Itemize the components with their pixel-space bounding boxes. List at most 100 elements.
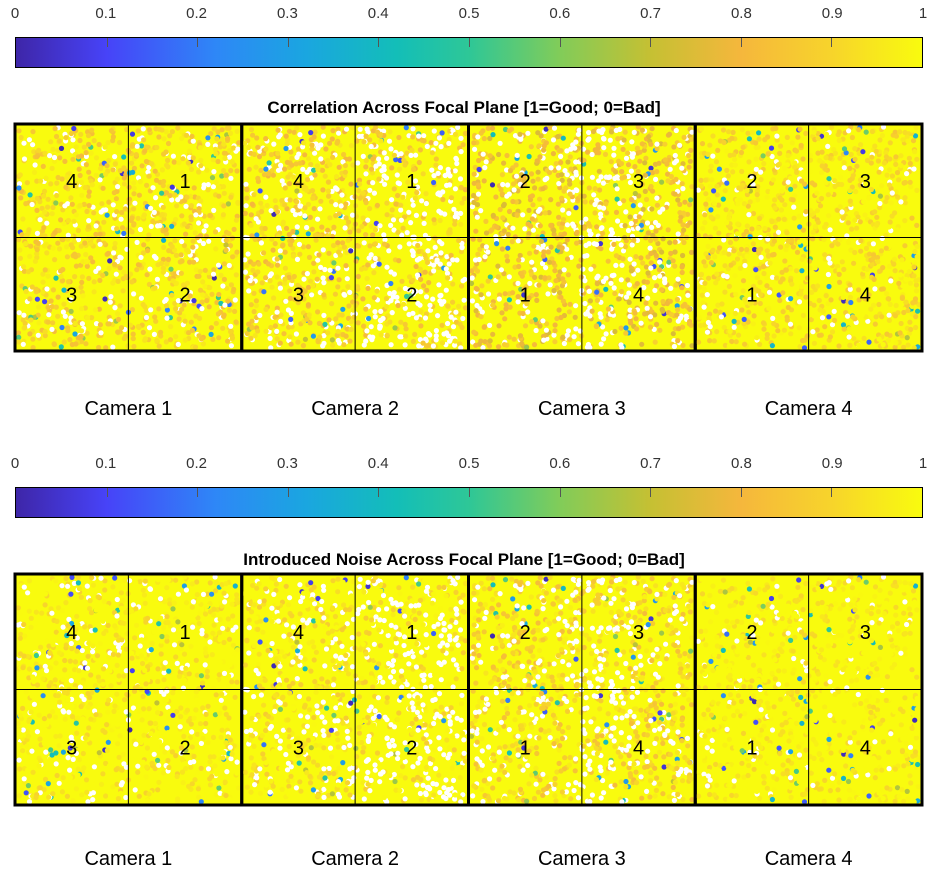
data-point xyxy=(90,784,96,790)
data-point xyxy=(439,130,445,136)
data-point xyxy=(812,182,818,188)
data-point xyxy=(286,231,292,238)
data-point xyxy=(396,258,402,264)
data-point xyxy=(531,243,537,249)
data-point xyxy=(217,144,223,150)
data-point xyxy=(643,155,649,161)
data-point xyxy=(912,296,919,302)
data-point xyxy=(731,152,737,158)
data-point xyxy=(800,227,807,233)
data-point xyxy=(61,287,67,293)
data-point xyxy=(533,249,539,255)
data-point xyxy=(780,309,786,315)
data-point xyxy=(721,250,727,256)
data-point xyxy=(231,226,237,232)
data-gap-point xyxy=(388,146,394,152)
data-point xyxy=(197,268,203,274)
data-point xyxy=(253,298,259,304)
colorbar-tick xyxy=(740,38,742,47)
data-point xyxy=(409,147,415,153)
data-point xyxy=(559,177,565,183)
data-point xyxy=(127,271,134,277)
data-point xyxy=(801,345,808,351)
data-point xyxy=(220,325,226,331)
data-point xyxy=(866,195,872,201)
data-gap-point xyxy=(450,257,456,263)
data-point xyxy=(93,607,99,613)
data-point xyxy=(778,207,785,213)
data-point xyxy=(777,150,783,156)
data-point xyxy=(139,143,145,149)
data-point xyxy=(274,256,280,262)
data-gap-point xyxy=(515,238,521,244)
data-point xyxy=(195,615,201,621)
data-point xyxy=(724,180,730,186)
data-point xyxy=(854,225,860,231)
data-point xyxy=(872,209,878,215)
data-point xyxy=(325,233,331,239)
data-point xyxy=(620,146,626,152)
data-point xyxy=(760,205,766,212)
data-point xyxy=(141,242,147,248)
data-gap-point xyxy=(406,209,412,215)
data-point xyxy=(250,132,256,138)
data-point xyxy=(16,185,22,191)
data-point xyxy=(784,242,790,249)
data-point xyxy=(348,318,355,325)
data-gap-point xyxy=(587,313,593,319)
data-point xyxy=(45,304,51,310)
data-point xyxy=(212,588,219,594)
data-point xyxy=(644,279,651,285)
data-point xyxy=(847,177,853,183)
data-gap-point xyxy=(608,280,614,286)
data-point xyxy=(574,229,580,235)
data-gap-point xyxy=(576,127,582,133)
data-point xyxy=(490,132,496,138)
data-point xyxy=(83,150,89,156)
data-gap-point xyxy=(29,201,35,208)
data-point xyxy=(55,294,61,300)
data-point xyxy=(169,129,175,135)
data-point xyxy=(65,328,71,334)
data-point xyxy=(263,275,269,281)
data-point xyxy=(849,134,856,141)
data-point xyxy=(173,306,179,312)
data-point xyxy=(142,739,148,745)
data-gap-point xyxy=(791,204,797,210)
data-point xyxy=(91,279,97,285)
data-point xyxy=(546,275,552,281)
data-point xyxy=(101,219,107,225)
data-point xyxy=(628,196,635,203)
data-point xyxy=(598,292,604,298)
data-point xyxy=(518,270,525,276)
data-point xyxy=(63,135,69,141)
data-point xyxy=(817,158,823,164)
data-point xyxy=(714,192,720,198)
data-point xyxy=(259,205,265,211)
data-point xyxy=(559,245,565,251)
data-point xyxy=(788,186,794,192)
data-point xyxy=(592,186,598,192)
data-point xyxy=(792,193,798,199)
data-point xyxy=(407,274,413,280)
data-point xyxy=(105,739,111,745)
data-point xyxy=(418,308,424,315)
data-point xyxy=(460,142,466,148)
data-point xyxy=(30,129,36,135)
colorbar-tick-label: 0 xyxy=(10,455,20,472)
data-point xyxy=(505,245,511,251)
data-point xyxy=(165,256,171,262)
data-gap-point xyxy=(220,283,226,289)
data-gap-point xyxy=(347,289,353,295)
data-point xyxy=(852,217,858,223)
data-point xyxy=(810,229,816,235)
data-point xyxy=(208,331,214,337)
data-gap-point xyxy=(847,286,853,292)
data-point xyxy=(165,164,171,170)
data-point xyxy=(826,213,832,219)
data-point xyxy=(367,206,373,212)
data-point xyxy=(223,242,229,248)
data-point xyxy=(431,179,437,186)
data-gap-point xyxy=(402,342,408,348)
data-point xyxy=(814,327,820,333)
